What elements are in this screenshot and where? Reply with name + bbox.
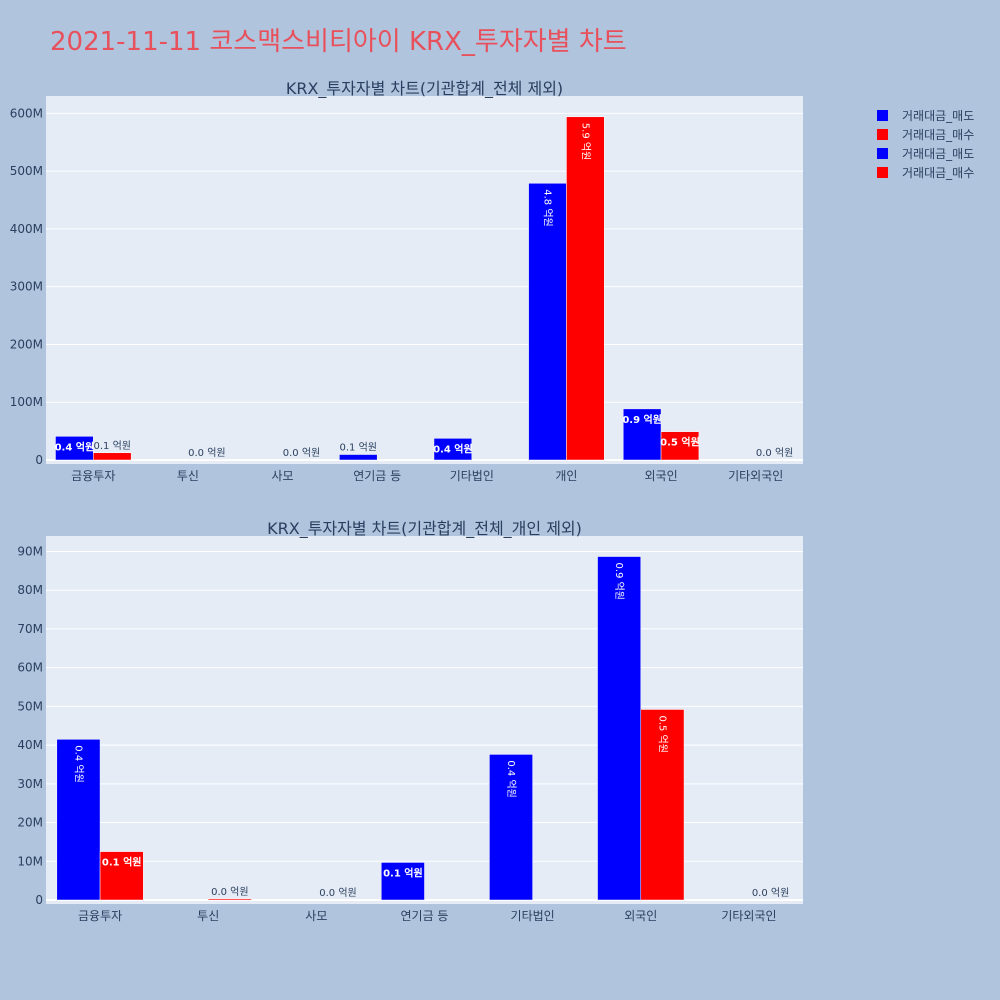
data-label: 0.0 억원 xyxy=(752,887,789,899)
chart-title: KRX_투자자별 차트(기관합계_전체 제외) xyxy=(286,79,563,99)
bar xyxy=(566,116,605,461)
y-tick-label: 80M xyxy=(17,583,43,597)
x-tick-label: 사모 xyxy=(272,469,294,483)
y-tick-label: 400M xyxy=(10,222,43,236)
x-tick-label: 개인 xyxy=(555,469,577,483)
data-label: 0.5 억원 xyxy=(656,715,668,752)
y-tick-label: 500M xyxy=(10,164,43,178)
y-tick-label: 20M xyxy=(17,816,43,830)
x-tick-label: 기타외국인 xyxy=(728,469,783,483)
data-label: 0.4 억원 xyxy=(505,760,517,797)
data-label: 0.0 억원 xyxy=(283,447,320,459)
data-label: 0.4 억원 xyxy=(55,440,95,453)
plot-area xyxy=(46,96,803,464)
data-label: 0.1 억원 xyxy=(93,440,130,452)
x-tick-label: 외국인 xyxy=(645,469,678,483)
bar xyxy=(55,436,94,461)
bar xyxy=(433,438,473,461)
x-tick-label: 외국인 xyxy=(624,909,657,923)
y-tick-label: 0 xyxy=(35,453,43,467)
y-tick-label: 90M xyxy=(17,544,43,558)
x-tick-label: 금융투자 xyxy=(78,909,122,923)
legend-label: 거래대금_매수 xyxy=(902,166,974,180)
bar xyxy=(597,556,642,901)
x-tick-label: 기타법인 xyxy=(450,469,494,483)
y-tick-label: 200M xyxy=(10,337,43,351)
chart-bottom: 0 10M 20M 30M 40M 50M 60M 70M 80M 90M KRX_투자자별 차트(… xyxy=(17,519,803,923)
y-tick-label: 30M xyxy=(17,777,43,791)
bar xyxy=(640,709,685,901)
chart-title: KRX_투자자별 차트(기관합계_전체_개인 제외) xyxy=(267,519,582,539)
x-tick-label: 연기금 등 xyxy=(353,469,401,483)
legend-label: 거래대금_매도 xyxy=(902,147,974,161)
bar xyxy=(93,452,132,461)
x-tick-label: 금융투자 xyxy=(71,469,115,483)
data-label: 5.9 억원 xyxy=(579,123,591,160)
data-label: 0.0 억원 xyxy=(211,886,248,898)
bar xyxy=(528,182,567,461)
y-tick-label: 60M xyxy=(17,661,43,675)
legend-swatch xyxy=(877,129,888,140)
bar xyxy=(622,408,662,461)
data-label: 0.0 억원 xyxy=(188,447,225,459)
legend-swatch xyxy=(877,167,888,178)
data-label: 0.1 억원 xyxy=(340,442,377,454)
legend-label: 거래대금_매수 xyxy=(902,128,974,142)
y-tick-label: 600M xyxy=(10,106,43,120)
data-label: 0.1 억원 xyxy=(383,866,423,879)
y-tick-label: 10M xyxy=(17,854,43,868)
legend-label: 거래대금_매도 xyxy=(902,109,974,123)
x-tick-label: 기타법인 xyxy=(511,909,555,923)
data-label: 0.9 억원 xyxy=(613,563,625,600)
x-tick-label: 투신 xyxy=(197,909,219,923)
bar xyxy=(380,862,425,901)
bar xyxy=(99,851,144,901)
legend-swatch xyxy=(877,148,888,159)
bar xyxy=(339,454,378,461)
data-label: 4.8 억원 xyxy=(542,189,554,226)
data-label: 0.0 억원 xyxy=(756,447,793,459)
x-tick-label: 투신 xyxy=(177,469,199,483)
data-label: 0.4 억원 xyxy=(72,745,84,782)
data-label: 0.9 억원 xyxy=(622,413,662,426)
bar xyxy=(56,739,101,901)
bar xyxy=(207,898,252,901)
y-tick-label: 40M xyxy=(17,738,43,752)
data-label: 0.1 억원 xyxy=(102,856,142,869)
legend-swatch xyxy=(877,110,888,121)
x-tick-label: 사모 xyxy=(305,909,327,923)
bar xyxy=(660,431,700,461)
bar xyxy=(489,754,533,901)
x-tick-label: 연기금 등 xyxy=(401,909,449,923)
y-tick-label: 50M xyxy=(17,699,43,713)
data-label: 0.5 억원 xyxy=(660,436,700,449)
y-tick-label: 300M xyxy=(10,280,43,294)
y-tick-label: 0 xyxy=(35,893,43,907)
data-label: 0.0 억원 xyxy=(319,887,356,899)
plot-area xyxy=(46,536,803,904)
y-tick-label: 70M xyxy=(17,622,43,636)
data-label: 0.4 억원 xyxy=(433,442,473,455)
page-title: 2021-11-11 코스맥스비티아이 KRX_투자자별 차트 xyxy=(50,27,627,57)
x-tick-label: 기타외국인 xyxy=(721,909,776,923)
chart-top: 0 100M 200M 300M 400M 500M 600M KRX_투자자별 차트(기관합… xyxy=(10,79,803,483)
y-tick-label: 100M xyxy=(10,395,43,409)
